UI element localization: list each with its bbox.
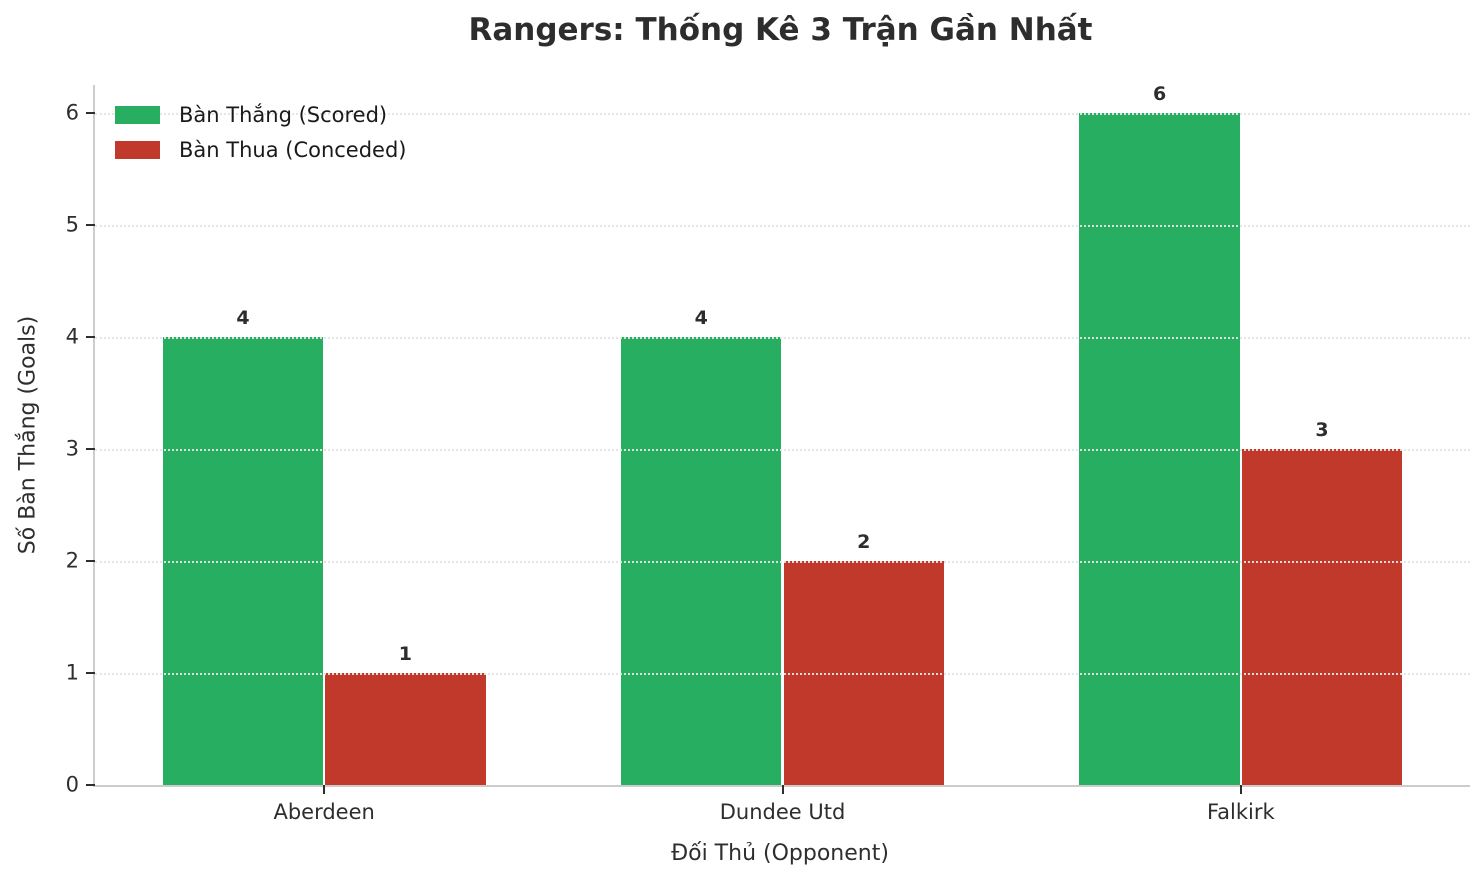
gridline [95,561,1470,563]
x-axis-tick-label: Dundee Utd [719,800,846,824]
y-axis-tick-label: 3 [65,436,79,461]
y-axis-tick [86,560,95,562]
x-axis-tick [781,785,784,794]
gridline [95,673,1470,675]
y-axis-tick-label: 2 [65,548,79,573]
chart-title: Rangers: Thống Kê 3 Trận Gần Nhất [468,12,1093,48]
x-axis-tick [1239,785,1242,794]
y-axis-tick [86,224,95,226]
bar-value-label: 6 [1153,83,1167,105]
y-axis-tick-label: 6 [65,100,79,125]
gridline [95,225,1470,227]
legend-item: Bàn Thua (Conceded) [115,138,407,162]
y-axis-tick [86,112,95,114]
x-axis-tick [323,785,326,794]
x-axis-tick-label: Aberdeen [273,800,375,824]
x-axis-label: Đối Thủ (Opponent) [671,841,889,866]
gridline [95,337,1470,339]
y-axis-label: Số Bàn Thắng (Goals) [15,315,41,555]
bar-conceded [1241,449,1403,785]
y-axis-tick [86,336,95,338]
bar-value-label: 1 [398,643,412,665]
gridline [95,113,1470,115]
legend-label: Bàn Thua (Conceded) [179,138,407,162]
legend-label: Bàn Thắng (Scored) [179,103,388,127]
legend: Bàn Thắng (Scored) Bàn Thua (Conceded) [115,103,407,162]
x-axis-tick-label: Falkirk [1207,800,1275,824]
legend-swatch-icon [115,141,160,159]
y-axis-tick-label: 5 [65,212,79,237]
y-axis-tick [86,784,95,786]
y-axis-tick-label: 4 [65,324,79,349]
gridline [95,449,1470,451]
y-axis-tick [86,448,95,450]
legend-item: Bàn Thắng (Scored) [115,103,407,127]
y-axis-tick-label: 1 [65,660,79,685]
plot-area: Bàn Thắng (Scored) Bàn Thua (Conceded) 4 1… [66,83,1470,824]
bar-value-label: 4 [694,307,708,329]
y-axis-tick-label: 0 [65,772,79,797]
bar-value-label: 2 [857,531,871,553]
bar-conceded [325,673,486,785]
bar-value-label: 3 [1315,419,1329,441]
y-axis-tick [86,672,95,674]
bar-value-label: 4 [236,307,250,329]
legend-swatch-icon [115,106,160,124]
